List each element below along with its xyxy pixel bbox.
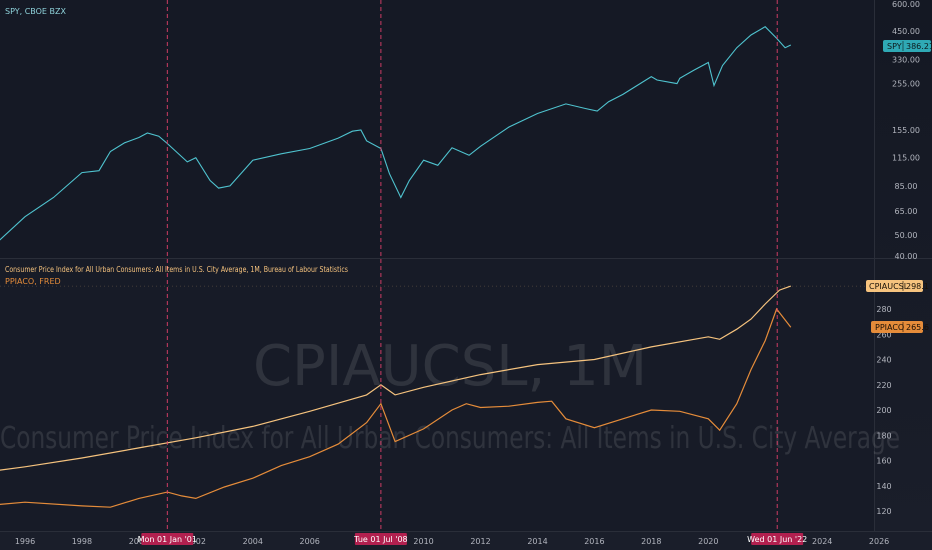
ppi-badge-value: 265.6: [906, 323, 929, 332]
x-tick-label: 2026: [869, 537, 889, 546]
x-tick-label: 2016: [584, 537, 604, 546]
x-tick-label: 1996: [15, 537, 35, 546]
bottom-price-axis[interactable]: 120 140 160 180 200 220 240 260 280: [876, 305, 891, 516]
spy-series-line: [0, 26, 792, 241]
watermark-main: CPIAUCSL, 1M: [253, 334, 647, 399]
bottom-y-tick-label: 220: [876, 381, 891, 390]
top-y-tick-label: 115.00: [892, 154, 920, 163]
marker-date-bg: [751, 533, 804, 545]
marker-date-bg: [354, 533, 407, 545]
top-y-tick-label: 600.00: [892, 0, 920, 9]
x-tick-label: 2002: [186, 537, 206, 546]
bottom-pane-bg: [0, 259, 874, 531]
marker-date-bg: [141, 533, 194, 545]
top-y-tick-label: 40.00: [895, 252, 918, 261]
bottom-pane-title-ppi: PPIACO, FRED: [5, 277, 61, 286]
ppi-badge-bg: [871, 321, 923, 333]
x-tick-label: 2006: [300, 537, 320, 546]
bottom-y-tick-label: 140: [876, 482, 891, 491]
x-tick-label: 2014: [527, 537, 547, 546]
marker-lines: Mon 01 Jan '01 Tue 01 Jul '08 Wed 01 Jun '…: [0, 0, 874, 545]
top-y-tick-label: 65.00: [895, 207, 918, 216]
bottom-y-tick-label: 240: [876, 356, 891, 365]
bottom-y-tick-label: 120: [876, 507, 891, 516]
bottom-y-tick-label: 280: [876, 305, 891, 314]
spy-badge-symbol: SPY: [887, 42, 902, 51]
marker-date-label: Tue 01 Jul '08: [353, 535, 408, 544]
top-pane-bg: [0, 0, 874, 258]
bottom-pane-title-cpi: Consumer Price Index for All Urban Consu…: [5, 265, 348, 274]
x-tick-label: 2010: [413, 537, 433, 546]
cpiaucsl-price-badge: CPIAUCSL 298.1: [866, 280, 929, 292]
x-tick-label: 2000: [129, 537, 149, 546]
bottom-y-tick-label: 200: [876, 406, 891, 415]
spy-badge-value: 386.21: [906, 42, 932, 51]
top-y-tick-label: 155.00: [892, 126, 920, 135]
spy-badge-bg: [883, 40, 931, 52]
x-tick-label: 2024: [812, 537, 832, 546]
marker-date-label: Wed 01 Jun '22: [747, 535, 807, 544]
cpi-badge-value: 298.1: [906, 282, 929, 291]
top-y-tick-label: 255.00: [892, 80, 920, 89]
x-tick-label: 2012: [470, 537, 490, 546]
x-tick-label: 1998: [72, 537, 92, 546]
spy-price-badge: SPY 386.21: [883, 40, 932, 52]
top-y-tick-label: 450.00: [892, 27, 920, 36]
bottom-y-tick-label: 180: [876, 431, 891, 440]
bottom-y-tick-label: 160: [876, 457, 891, 466]
top-pane-title: SPY, CBOE BZX: [5, 7, 66, 16]
cpi-badge-symbol: CPIAUCSL: [869, 282, 909, 291]
ppiaco-price-badge: PPIACO 265.6: [871, 321, 929, 333]
ppiaco-series-line: [0, 307, 792, 508]
marker-date-label: Mon 01 Jan '01: [138, 535, 197, 544]
bottom-y-tick-label: 260: [876, 330, 891, 339]
top-y-tick-label: 85.00: [895, 182, 918, 191]
x-tick-label: 2020: [698, 537, 718, 546]
x-tick-label: 2018: [641, 537, 661, 546]
top-price-axis[interactable]: 600.00 450.00 330.00 255.00 155.00 115.00 85.0…: [892, 0, 920, 261]
top-y-tick-label: 50.00: [895, 231, 918, 240]
cpi-badge-bg: [866, 280, 923, 292]
watermark-sub: Consumer Price Index for All Urban Consu…: [0, 421, 900, 456]
ppi-badge-symbol: PPIACO: [875, 323, 904, 332]
x-tick-label: 2004: [243, 537, 263, 546]
top-y-tick-label: 330.00: [892, 56, 920, 65]
